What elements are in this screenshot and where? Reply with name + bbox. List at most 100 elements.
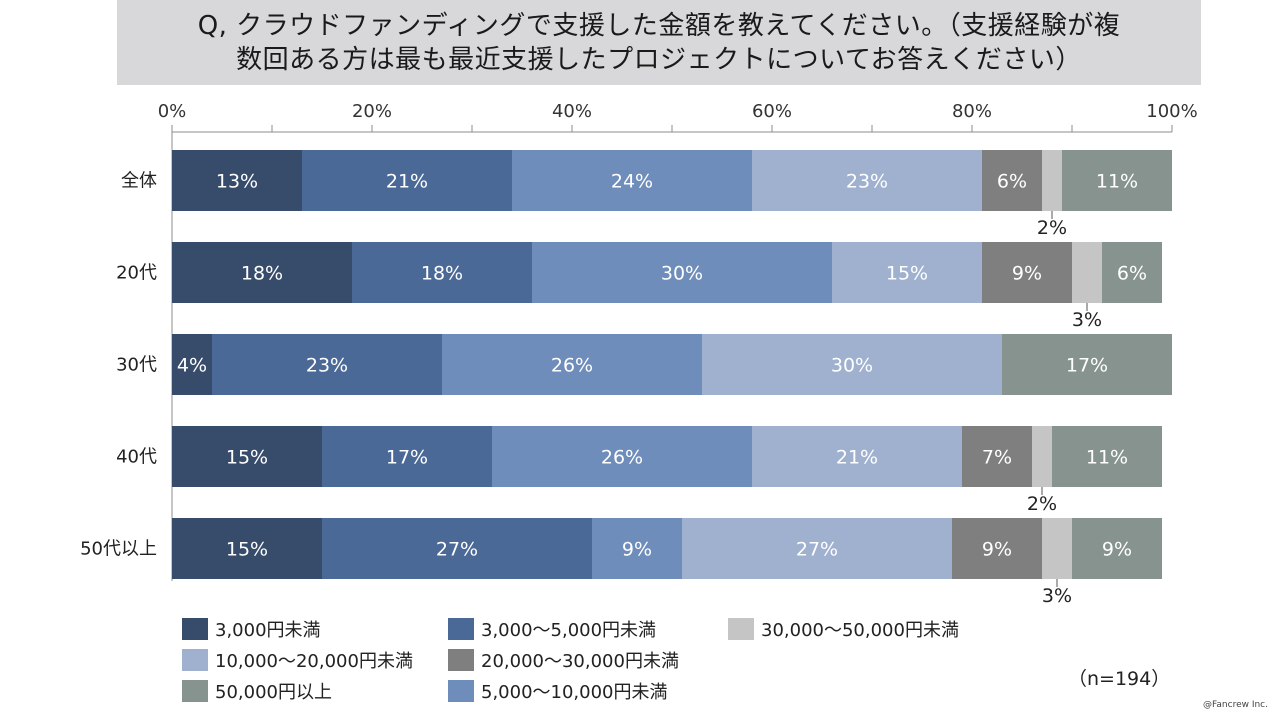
category-label: 50代以上 — [80, 539, 157, 560]
data-label: 3% — [1072, 309, 1102, 331]
bar-segment — [302, 150, 512, 211]
data-label: 15% — [886, 263, 928, 285]
category-label: 20代 — [116, 263, 157, 284]
bar-segment — [322, 518, 592, 579]
bar-segment — [752, 150, 982, 211]
legend-swatch — [448, 649, 474, 671]
legend-swatch — [182, 618, 208, 640]
x-tick-label: 60% — [752, 101, 792, 122]
x-tick-label: 20% — [352, 101, 392, 122]
data-label: 30% — [661, 263, 703, 285]
bar-segment — [442, 334, 702, 395]
data-label: 24% — [611, 171, 653, 193]
data-label: 11% — [1086, 447, 1128, 469]
bar-segment — [352, 242, 532, 303]
sample-size-label: （n=194） — [1068, 668, 1171, 690]
data-label: 23% — [846, 171, 888, 193]
legend-label: 3,000円未満 — [215, 620, 321, 641]
bar-segment — [1042, 518, 1072, 579]
data-label: 9% — [622, 539, 652, 561]
category-label: 全体 — [121, 171, 157, 192]
bar-segment — [212, 334, 442, 395]
bar-segment — [1102, 242, 1162, 303]
legend-item: 3,000～5,000円未満 — [448, 616, 656, 642]
bar-segment — [682, 518, 952, 579]
legend-swatch — [182, 649, 208, 671]
data-label: 15% — [226, 539, 268, 561]
bar-segment — [532, 242, 832, 303]
bar-segment — [952, 518, 1042, 579]
bar-segment — [1072, 518, 1162, 579]
bar-segment — [832, 242, 982, 303]
data-label: 15% — [226, 447, 268, 469]
chart-title-line-2: 数回ある方は最も最近支援したプロジェクトについてお答えください） — [236, 44, 1082, 75]
legend-swatch — [448, 618, 474, 640]
bar-segment — [1032, 426, 1052, 487]
bar-segment — [322, 426, 492, 487]
legend-swatch — [448, 680, 474, 702]
bar-segment — [172, 242, 352, 303]
legend-label: 3,000～5,000円未満 — [481, 620, 657, 641]
legend-item: 10,000～20,000円未満 — [182, 647, 413, 673]
legend-label: 20,000～30,000円未満 — [481, 651, 679, 672]
title-box: Q, クラウドファンディングで支援した金額を教えてください。（支援経験が複 数回… — [117, 0, 1201, 85]
legend-swatch — [728, 618, 754, 640]
bar-segment — [172, 518, 322, 579]
legend-item: 50,000円以上 — [182, 678, 332, 704]
bar-segment — [1002, 334, 1172, 395]
bar-segment — [492, 426, 752, 487]
legend-label: 50,000円以上 — [215, 682, 332, 703]
bar-segment — [172, 150, 302, 211]
data-label: 30% — [831, 355, 873, 377]
data-label: 23% — [306, 355, 348, 377]
data-label: 27% — [436, 539, 478, 561]
bar-segment — [592, 518, 682, 579]
data-label: 26% — [551, 355, 593, 377]
legend-label: 30,000～50,000円未満 — [761, 620, 959, 641]
data-label: 9% — [1102, 539, 1132, 561]
data-label: 11% — [1096, 171, 1138, 193]
chart-legend: 3,000円未満 10,000～20,000円未満 50,000円以上 3,000～5… — [182, 616, 959, 716]
bar-segment — [1052, 426, 1162, 487]
legend-item: 3,000円未満 — [182, 616, 321, 642]
legend-item: 5,000～10,000円未満 — [448, 678, 668, 704]
data-label: 26% — [601, 447, 643, 469]
bar-segment — [982, 150, 1042, 211]
data-label: 7% — [982, 447, 1012, 469]
data-label: 2% — [1027, 493, 1057, 515]
legend-swatch — [182, 680, 208, 702]
bar-segment — [962, 426, 1032, 487]
legend-item: 30,000～50,000円未満 — [728, 616, 959, 642]
legend-item: 20,000～30,000円未満 — [448, 647, 679, 673]
chart-title-line-1: Q, クラウドファンディングで支援した金額を教えてください。（支援経験が複 — [197, 10, 1121, 41]
x-tick-label: 100% — [1146, 101, 1197, 122]
bar-segment — [752, 426, 962, 487]
data-label: 18% — [241, 263, 283, 285]
data-label: 21% — [386, 171, 428, 193]
data-label: 6% — [1117, 263, 1147, 285]
data-label: 2% — [1037, 217, 1067, 239]
data-label: 9% — [982, 539, 1012, 561]
bar-segment — [172, 334, 212, 395]
x-tick-label: 0% — [158, 101, 187, 122]
data-label: 9% — [1012, 263, 1042, 285]
data-label: 18% — [421, 263, 463, 285]
data-label: 27% — [796, 539, 838, 561]
data-label: 17% — [1066, 355, 1108, 377]
data-label: 4% — [177, 355, 207, 377]
data-label: 21% — [836, 447, 878, 469]
x-tick-label: 80% — [952, 101, 992, 122]
copyright-text: @Fancrew Inc. — [1203, 700, 1268, 710]
data-label: 13% — [216, 171, 258, 193]
bar-segment — [702, 334, 1002, 395]
category-label: 40代 — [116, 447, 157, 468]
legend-label: 10,000～20,000円未満 — [215, 651, 413, 672]
bar-segment — [512, 150, 752, 211]
bar-segment — [982, 242, 1072, 303]
bar-segment — [1042, 150, 1062, 211]
data-label: 6% — [997, 171, 1027, 193]
x-tick-label: 40% — [552, 101, 592, 122]
bar-segment — [1072, 242, 1102, 303]
legend-label: 5,000～10,000円未満 — [481, 682, 668, 703]
